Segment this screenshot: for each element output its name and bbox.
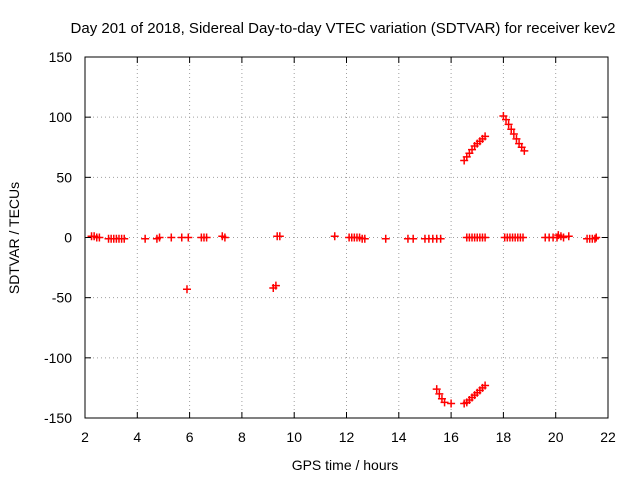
x-tick-label: 4	[133, 429, 141, 445]
data-point	[509, 130, 518, 139]
data-point	[559, 233, 568, 242]
data-point	[432, 385, 441, 394]
data-point	[564, 232, 573, 241]
y-tick-label: 0	[64, 230, 72, 246]
data-point	[155, 233, 164, 242]
x-tick-label: 14	[391, 429, 407, 445]
data-point	[481, 233, 490, 242]
x-tick-label: 8	[238, 429, 246, 445]
x-tick-label: 18	[496, 429, 512, 445]
x-tick-label: 2	[81, 429, 89, 445]
y-tick-label: -100	[44, 350, 72, 366]
data-point	[409, 234, 418, 243]
data-point	[590, 234, 599, 243]
data-point	[95, 233, 104, 242]
data-point	[502, 115, 511, 124]
chart-title: Day 201 of 2018, Sidereal Day-to-day VTE…	[71, 20, 616, 37]
y-axis-title: SDTVAR / TECUs	[6, 182, 22, 294]
data-point	[504, 120, 513, 129]
tick-labels: 2 4 6 8 10 12 14 16 18 20 22 -150 -100 -50 0 50 100 150	[44, 49, 616, 445]
data-point	[360, 234, 369, 243]
y-tick-label: -150	[44, 410, 72, 426]
data-points	[87, 111, 601, 408]
y-tick-label: 150	[49, 49, 73, 65]
x-tick-label: 6	[186, 429, 194, 445]
data-point	[330, 232, 339, 241]
data-point	[436, 234, 445, 243]
plot-frame	[84, 56, 609, 419]
data-point	[202, 233, 211, 242]
data-point	[512, 134, 521, 143]
x-tick-label: 20	[548, 429, 564, 445]
data-point	[220, 233, 229, 242]
y-tick-label: -50	[52, 290, 72, 306]
data-point	[435, 389, 444, 398]
data-point	[481, 381, 490, 390]
x-tick-label: 12	[339, 429, 355, 445]
data-point	[592, 233, 601, 242]
data-point	[182, 285, 191, 294]
data-point	[275, 232, 284, 241]
x-axis-title: GPS time / hours	[292, 457, 399, 473]
data-point	[447, 399, 456, 408]
data-point	[184, 233, 193, 242]
data-point	[120, 234, 129, 243]
x-tick-label: 10	[286, 429, 302, 445]
data-point	[167, 233, 176, 242]
data-point	[381, 234, 390, 243]
data-point	[440, 398, 449, 407]
data-point	[507, 125, 516, 134]
data-point	[520, 146, 529, 155]
data-point	[271, 281, 280, 290]
x-tick-label: 16	[443, 429, 459, 445]
y-tick-label: 100	[49, 109, 73, 125]
data-point	[481, 132, 490, 141]
y-tick-label: 50	[56, 169, 72, 185]
x-tick-label: 22	[600, 429, 616, 445]
data-point	[519, 233, 528, 242]
data-point	[141, 234, 150, 243]
